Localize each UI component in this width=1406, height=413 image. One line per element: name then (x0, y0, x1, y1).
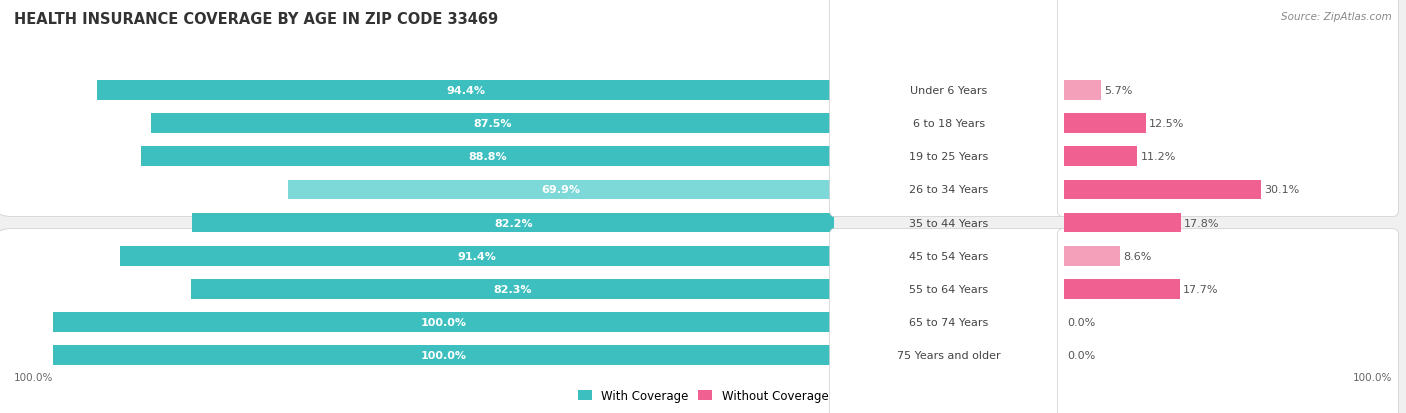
Bar (1064, 180, 1261, 200)
Text: Source: ZipAtlas.com: Source: ZipAtlas.com (1281, 12, 1392, 22)
Text: 17.8%: 17.8% (1184, 218, 1219, 228)
Text: 87.5%: 87.5% (474, 119, 512, 129)
Bar (97, 81, 834, 101)
Bar (288, 180, 834, 200)
Text: 91.4%: 91.4% (458, 251, 496, 261)
Text: 6 to 18 Years: 6 to 18 Years (912, 119, 986, 129)
Text: 17.7%: 17.7% (1184, 284, 1219, 294)
Text: 45 to 54 Years: 45 to 54 Years (910, 251, 988, 261)
Bar (191, 279, 834, 299)
Text: 0.0%: 0.0% (1067, 317, 1095, 327)
Text: 75 Years and older: 75 Years and older (897, 350, 1001, 360)
Text: 5.7%: 5.7% (1105, 86, 1133, 96)
Text: 30.1%: 30.1% (1264, 185, 1301, 195)
Text: HEALTH INSURANCE COVERAGE BY AGE IN ZIP CODE 33469: HEALTH INSURANCE COVERAGE BY AGE IN ZIP … (14, 12, 498, 27)
FancyBboxPatch shape (1057, 229, 1399, 413)
FancyBboxPatch shape (0, 0, 851, 217)
Text: Under 6 Years: Under 6 Years (911, 86, 987, 96)
Text: 82.2%: 82.2% (494, 218, 533, 228)
Text: 100.0%: 100.0% (14, 372, 53, 382)
Text: 100.0%: 100.0% (420, 350, 467, 360)
Text: 100.0%: 100.0% (1353, 372, 1392, 382)
FancyBboxPatch shape (830, 0, 1069, 217)
Text: 94.4%: 94.4% (446, 86, 485, 96)
Text: 100.0%: 100.0% (420, 317, 467, 327)
Bar (121, 246, 834, 266)
Text: 82.3%: 82.3% (494, 284, 531, 294)
Text: 26 to 34 Years: 26 to 34 Years (910, 185, 988, 195)
Bar (193, 213, 834, 233)
FancyBboxPatch shape (0, 229, 851, 413)
FancyBboxPatch shape (1057, 0, 1399, 217)
Text: 8.6%: 8.6% (1123, 251, 1152, 261)
Legend: With Coverage, Without Coverage: With Coverage, Without Coverage (572, 385, 834, 407)
Bar (53, 312, 834, 332)
Bar (1064, 279, 1180, 299)
Text: 11.2%: 11.2% (1140, 152, 1175, 162)
Text: 0.0%: 0.0% (1067, 350, 1095, 360)
Bar (1064, 213, 1181, 233)
Bar (1064, 147, 1137, 167)
Bar (1064, 114, 1146, 134)
Bar (1064, 246, 1121, 266)
Bar (141, 147, 834, 167)
FancyBboxPatch shape (830, 229, 1069, 413)
Text: 65 to 74 Years: 65 to 74 Years (910, 317, 988, 327)
Text: 55 to 64 Years: 55 to 64 Years (910, 284, 988, 294)
Bar (1064, 81, 1101, 101)
Text: 35 to 44 Years: 35 to 44 Years (910, 218, 988, 228)
Text: 69.9%: 69.9% (541, 185, 581, 195)
Text: 12.5%: 12.5% (1149, 119, 1184, 129)
Bar (53, 345, 834, 365)
Bar (150, 114, 834, 134)
Text: 19 to 25 Years: 19 to 25 Years (910, 152, 988, 162)
Text: 88.8%: 88.8% (468, 152, 506, 162)
